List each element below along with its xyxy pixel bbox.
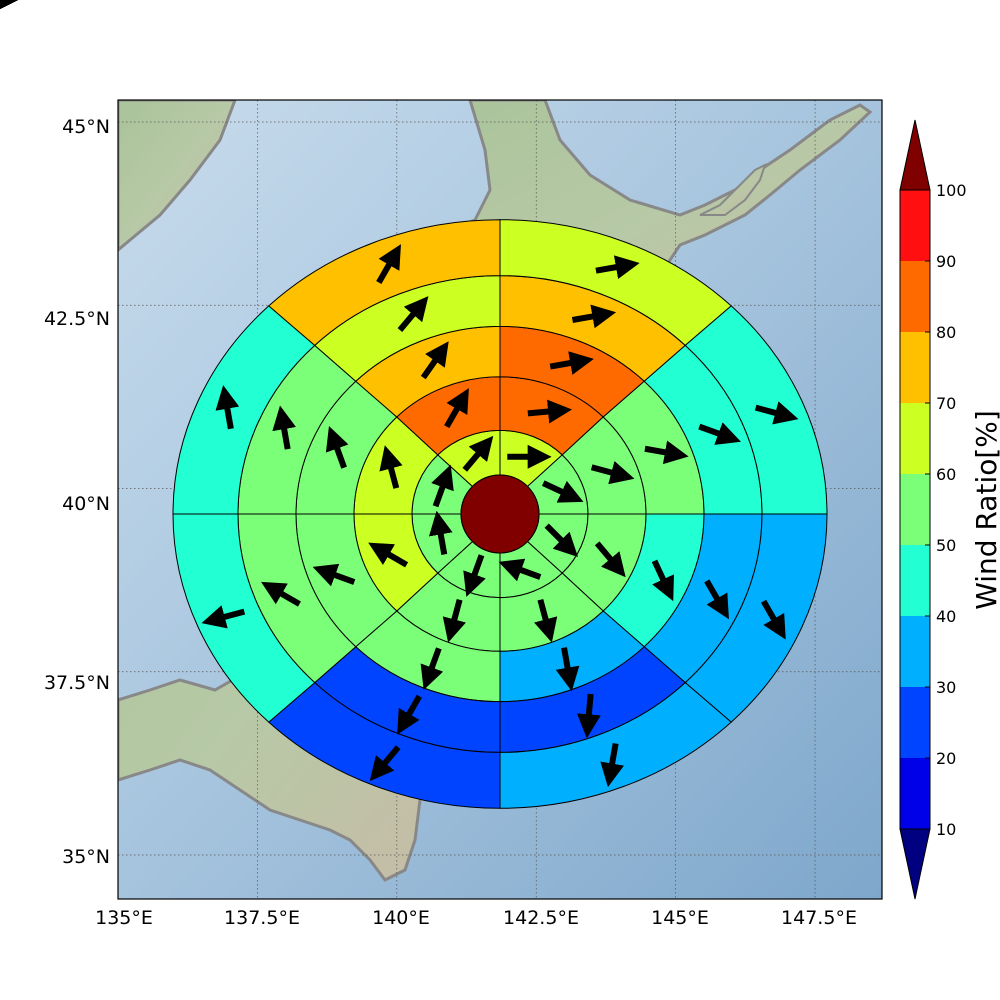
colorbar-tick-label: 50 bbox=[936, 536, 956, 555]
colorbar-band bbox=[900, 403, 930, 474]
wind-sector bbox=[268, 219, 501, 347]
wind-arrow bbox=[555, 647, 580, 692]
ytick-label: 35°N bbox=[62, 846, 110, 868]
latitude-tick-labels: 45°N 42.5°N 40°N 37.5°N 35°N bbox=[44, 116, 110, 868]
wind-arrow bbox=[595, 255, 640, 280]
colorbar-tick-labels: 10 20 30 40 50 60 70 80 90 100 bbox=[925, 181, 967, 839]
colorbar-tick-label: 100 bbox=[936, 181, 967, 200]
wind-arrow bbox=[312, 563, 356, 587]
ytick-label: 42.5°N bbox=[44, 308, 110, 330]
colorbar-over-triangle bbox=[899, 119, 931, 191]
colorbar-under-triangle bbox=[899, 828, 931, 900]
colorbar-tick-label: 60 bbox=[936, 465, 956, 484]
colorbar-tick-label: 10 bbox=[936, 820, 956, 839]
wind-arrow bbox=[527, 399, 573, 424]
colorbar-frame bbox=[899, 189, 931, 830]
wind-arrow bbox=[369, 745, 401, 782]
wind-arrow bbox=[431, 464, 454, 508]
wind-arrow bbox=[651, 559, 674, 602]
xtick-label: 140°E bbox=[372, 907, 430, 929]
wind-arrow bbox=[571, 304, 617, 329]
colorbar: 10 20 30 40 50 60 70 80 90 100 Wind Ratio[%] bbox=[899, 119, 1000, 900]
ytick-label: 37.5°N bbox=[44, 672, 110, 694]
colorbar-band bbox=[900, 545, 930, 616]
colorbar-band bbox=[900, 687, 930, 758]
colorbar-band bbox=[900, 332, 930, 403]
colorbar-tick-label: 70 bbox=[936, 394, 956, 413]
wind-arrow bbox=[420, 341, 449, 380]
wind-arrow bbox=[379, 445, 403, 489]
continent-land bbox=[118, 100, 237, 252]
wind-direction-arrows bbox=[201, 244, 799, 788]
wind-arrow bbox=[760, 599, 786, 640]
wind-arrow bbox=[576, 693, 601, 739]
colorbar-band bbox=[900, 190, 930, 261]
wind-arrow bbox=[428, 510, 453, 555]
wind-arrow bbox=[444, 388, 469, 429]
wind-arrow bbox=[462, 435, 494, 472]
wind-arrow bbox=[261, 581, 301, 607]
wind-arrow bbox=[376, 244, 401, 284]
wind-arrow bbox=[397, 296, 429, 332]
wind-arrow bbox=[590, 460, 635, 485]
wind-arrow bbox=[594, 541, 626, 578]
xtick-label: 142.5°E bbox=[503, 907, 579, 929]
colorbar-tick-label: 80 bbox=[936, 323, 956, 342]
colorbar-band bbox=[900, 758, 930, 829]
colorbar-tick-label: 40 bbox=[936, 607, 956, 626]
xtick-label: 135°E bbox=[95, 907, 153, 929]
wind-arrow bbox=[442, 598, 466, 643]
wind-arrow bbox=[544, 523, 579, 558]
colorbar-band bbox=[900, 261, 930, 332]
wind-arrow bbox=[644, 440, 689, 465]
wind-arrow bbox=[215, 385, 240, 430]
wind-arrow bbox=[541, 480, 584, 503]
map-panel bbox=[117, 99, 883, 900]
wind-arrow bbox=[201, 605, 246, 629]
wind-arrow bbox=[463, 554, 486, 597]
colorbar-band bbox=[900, 474, 930, 545]
wind-arrow bbox=[368, 542, 409, 568]
colorbar-band bbox=[900, 616, 930, 687]
colorbar-tick-label: 20 bbox=[936, 749, 956, 768]
center-circle bbox=[460, 474, 540, 554]
xtick-label: 137.5°E bbox=[224, 907, 300, 929]
colorbar-bands bbox=[899, 119, 931, 900]
wind-arrow bbox=[698, 422, 741, 445]
wind-arrow bbox=[754, 401, 799, 425]
ytick-label: 40°N bbox=[62, 493, 110, 515]
colorbar-tick-label: 90 bbox=[936, 252, 956, 271]
wind-arrow bbox=[272, 405, 296, 450]
wind-arrow bbox=[397, 694, 422, 735]
wind-arrow bbox=[534, 598, 558, 643]
ytick-label: 45°N bbox=[62, 116, 110, 138]
wind-arrow bbox=[498, 558, 542, 582]
map-frame bbox=[117, 99, 883, 900]
xtick-label: 147.5°E bbox=[781, 907, 857, 929]
wind-arrow bbox=[704, 579, 729, 620]
colorbar-label: Wind Ratio[%] bbox=[970, 410, 1000, 610]
wind-arrow bbox=[549, 351, 594, 375]
wind-arrow bbox=[420, 647, 444, 691]
kuril-islands bbox=[699, 163, 767, 216]
wind-arrow bbox=[600, 742, 624, 788]
colorbar-tick-label: 30 bbox=[936, 678, 956, 697]
wind-arrow bbox=[325, 426, 349, 469]
xtick-label: 145°E bbox=[651, 907, 709, 929]
longitude-tick-labels: 135°E 137.5°E 140°E 142.5°E 145°E 147.5°… bbox=[95, 907, 857, 929]
